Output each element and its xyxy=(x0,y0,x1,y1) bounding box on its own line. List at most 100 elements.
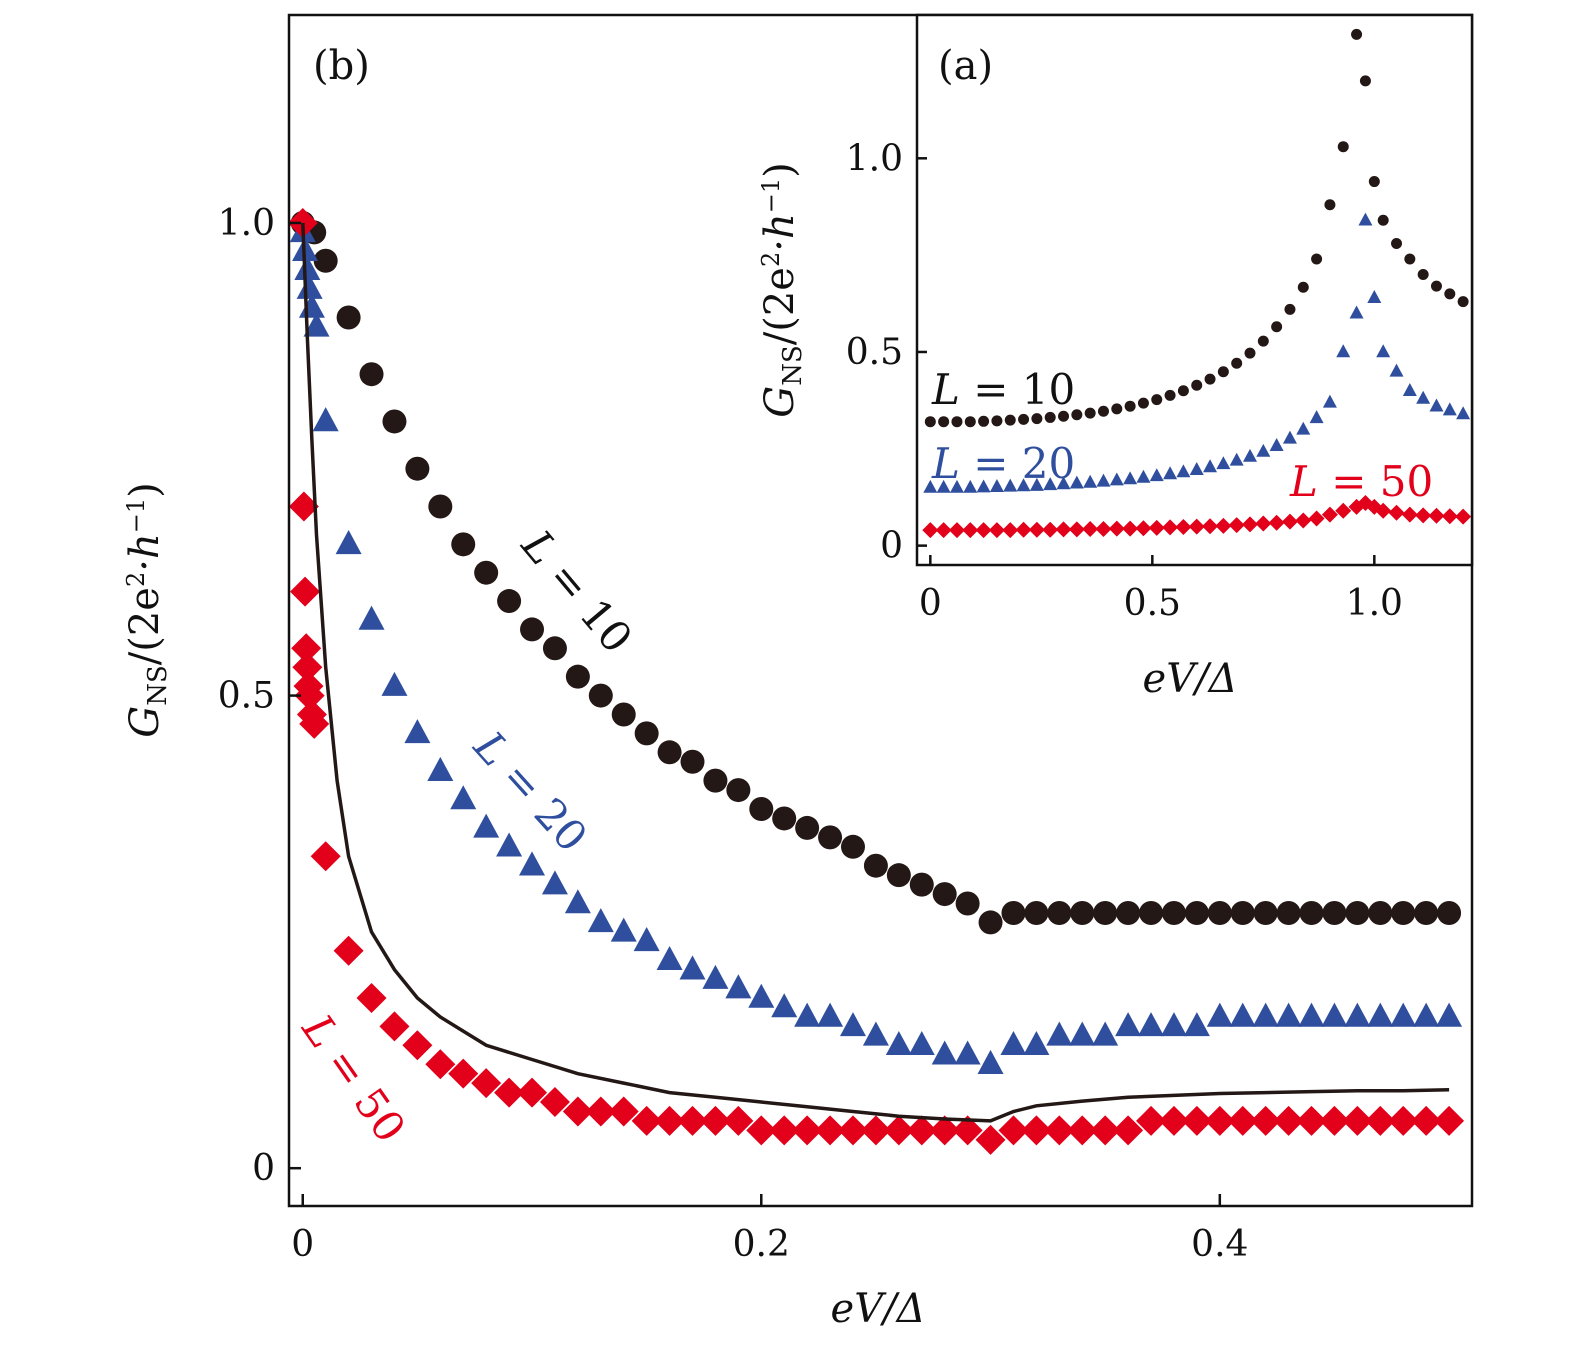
inset-xlabel: eV/Δ xyxy=(1143,656,1238,702)
inset-point-l10-11 xyxy=(1071,409,1083,421)
inset-point-l50-26 xyxy=(1268,514,1285,531)
main-point-l10-44 xyxy=(1276,900,1301,925)
main-point-l10-6 xyxy=(405,456,430,481)
main-point-l50-57 xyxy=(1411,1105,1442,1136)
main-point-l10-9 xyxy=(474,560,499,585)
inset-point-l20-28 xyxy=(1296,421,1311,435)
main-point-l10-23 xyxy=(795,815,820,840)
main-point-l20-3 xyxy=(296,274,323,299)
inset-point-l10-13 xyxy=(1097,405,1109,417)
inset-point-l50-11 xyxy=(1068,521,1085,538)
inset-point-l50-36 xyxy=(1388,504,1405,521)
inset-point-l10-2 xyxy=(951,416,963,428)
inset-point-l50-16 xyxy=(1135,520,1152,537)
main-point-l10-49 xyxy=(1391,900,1416,925)
inset-label-l10: L = 10 xyxy=(931,365,1075,414)
main-point-l10-19 xyxy=(703,768,728,793)
main-point-l50-9 xyxy=(310,841,341,872)
main-point-l50-56 xyxy=(1388,1105,1419,1136)
inset-ytick-label-1: 0.5 xyxy=(846,332,903,373)
inset-point-l50-35 xyxy=(1375,502,1392,519)
main-point-l20-23 xyxy=(702,964,729,989)
inset-point-l50-17 xyxy=(1148,519,1165,536)
inset-point-l20-19 xyxy=(1176,464,1191,478)
inset-point-l50-24 xyxy=(1242,516,1258,533)
main-ylabel-doth: ·h xyxy=(122,533,168,571)
main-point-l20-50 xyxy=(1321,1002,1348,1027)
main-point-l20-30 xyxy=(862,1021,889,1046)
main-point-l10-36 xyxy=(1093,900,1118,925)
main-point-l20-39 xyxy=(1069,1021,1096,1046)
main-point-l50-29 xyxy=(769,1115,800,1146)
inset-point-l20-38 xyxy=(1416,390,1431,404)
inset-point-l20-16 xyxy=(1136,469,1151,483)
main-point-l10-25 xyxy=(840,834,865,859)
main-point-l50-16 xyxy=(471,1068,502,1099)
main-point-l50-18 xyxy=(517,1077,548,1108)
main-point-l20-31 xyxy=(885,1031,912,1056)
inset-point-l20-10 xyxy=(1056,476,1071,490)
main-point-l20-43 xyxy=(1160,1012,1187,1037)
inset-point-l20-9 xyxy=(1043,477,1058,491)
main-point-l50-42 xyxy=(1067,1115,1098,1146)
inset-point-l50-27 xyxy=(1281,513,1298,530)
inset-point-l10-3 xyxy=(964,416,976,428)
main-point-l10-10 xyxy=(497,589,522,614)
main-point-l10-34 xyxy=(1047,900,1072,925)
main-point-l50-21 xyxy=(585,1096,616,1127)
inset-point-l20-35 xyxy=(1376,344,1391,358)
main-point-l20-5 xyxy=(303,312,330,337)
inset-point-l10-9 xyxy=(1044,411,1056,423)
main-point-l10-17 xyxy=(657,740,682,765)
inset-point-l50-30 xyxy=(1321,506,1338,523)
inset-point-l20-1 xyxy=(936,479,951,493)
inset-point-l10-36 xyxy=(1391,238,1403,250)
main-point-l20-38 xyxy=(1046,1021,1073,1046)
inset-point-l20-15 xyxy=(1123,471,1138,485)
inset-point-l50-1 xyxy=(935,522,952,539)
main-point-l10-3 xyxy=(336,305,361,330)
main-point-l50-0 xyxy=(287,207,318,238)
inset-point-l50-41 xyxy=(1455,508,1472,525)
main-xlabel: eV/Δ xyxy=(831,1286,926,1332)
inset-ytick-label-0: 0 xyxy=(880,526,903,567)
inset-point-l10-35 xyxy=(1377,214,1389,226)
inset-point-l10-26 xyxy=(1271,321,1283,333)
inset-point-l50-7 xyxy=(1015,521,1032,538)
inset-ytick-label-2: 1.0 xyxy=(846,138,903,179)
main-point-l50-28 xyxy=(746,1115,777,1146)
inset-ylabel-paren: /(2e xyxy=(757,267,803,345)
inset-point-l10-39 xyxy=(1430,280,1442,292)
main-point-l50-53 xyxy=(1319,1105,1350,1136)
inset-ylabel: GNS/(2e2·h−1) xyxy=(757,162,808,417)
inset-point-l10-7 xyxy=(1018,413,1030,425)
inset-ylabel-sup2: 2 xyxy=(757,252,785,267)
main-point-l50-22 xyxy=(608,1096,639,1127)
main-point-l50-25 xyxy=(677,1105,708,1136)
inset-point-l20-7 xyxy=(1016,478,1031,492)
inset-point-l20-17 xyxy=(1149,468,1164,482)
main-point-l20-17 xyxy=(564,889,591,914)
main-point-l20-55 xyxy=(1436,1002,1463,1027)
main-point-l10-7 xyxy=(428,494,453,519)
inset-ylabel-sub: NS xyxy=(778,345,808,386)
inset-point-l50-37 xyxy=(1401,506,1418,523)
inset-point-l20-11 xyxy=(1069,475,1084,489)
main-point-l10-51 xyxy=(1437,900,1462,925)
inset-point-l10-41 xyxy=(1457,296,1469,308)
main-point-l10-22 xyxy=(772,806,797,831)
inset-point-l20-3 xyxy=(963,479,978,493)
main-point-l20-7 xyxy=(335,530,362,555)
inset-point-l20-8 xyxy=(1029,477,1044,491)
inset-point-l50-3 xyxy=(962,522,979,539)
main-point-l20-8 xyxy=(358,605,385,630)
main-point-l20-45 xyxy=(1206,1002,1233,1027)
inset-label-l20: L = 20 xyxy=(931,439,1075,488)
inset-point-l20-34 xyxy=(1367,290,1382,303)
inset-point-l50-28 xyxy=(1295,512,1312,529)
inset-point-l50-38 xyxy=(1415,507,1432,524)
main-point-l50-33 xyxy=(860,1115,891,1146)
inset-point-l20-2 xyxy=(949,479,964,493)
inset-point-l10-15 xyxy=(1124,400,1136,412)
main-point-l50-55 xyxy=(1365,1105,1396,1136)
